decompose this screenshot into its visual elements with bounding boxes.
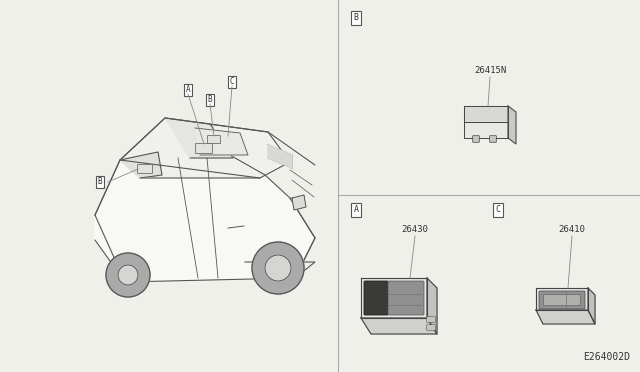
FancyBboxPatch shape [473,136,479,142]
FancyBboxPatch shape [427,325,435,330]
Text: B: B [208,96,212,105]
FancyBboxPatch shape [543,295,580,305]
FancyBboxPatch shape [207,135,221,144]
Polygon shape [427,278,437,334]
Text: 26410: 26410 [559,225,586,234]
Polygon shape [120,118,290,178]
FancyBboxPatch shape [195,144,212,154]
Polygon shape [268,145,292,168]
FancyBboxPatch shape [138,164,152,173]
Polygon shape [120,152,162,178]
Circle shape [118,265,138,285]
Text: 26430: 26430 [401,225,428,234]
Text: B: B [353,13,358,22]
Polygon shape [292,195,306,210]
FancyBboxPatch shape [364,281,388,315]
Text: B: B [98,177,102,186]
Polygon shape [361,278,427,318]
Text: 26415N: 26415N [474,66,506,75]
Polygon shape [464,122,508,138]
FancyBboxPatch shape [388,281,424,315]
Polygon shape [95,118,315,282]
Polygon shape [588,288,595,324]
FancyBboxPatch shape [427,317,435,322]
Polygon shape [464,106,508,122]
Text: A: A [353,205,358,215]
Circle shape [106,253,150,297]
Circle shape [252,242,304,294]
Circle shape [265,255,291,281]
Polygon shape [536,310,595,324]
Polygon shape [165,118,233,158]
FancyBboxPatch shape [490,136,496,142]
Text: C: C [495,205,500,215]
Text: C: C [230,77,234,87]
Polygon shape [361,318,437,334]
Polygon shape [508,106,516,144]
Polygon shape [536,288,588,310]
FancyBboxPatch shape [539,291,585,309]
Text: E264002D: E264002D [583,352,630,362]
Text: A: A [186,86,190,94]
Polygon shape [195,128,248,155]
